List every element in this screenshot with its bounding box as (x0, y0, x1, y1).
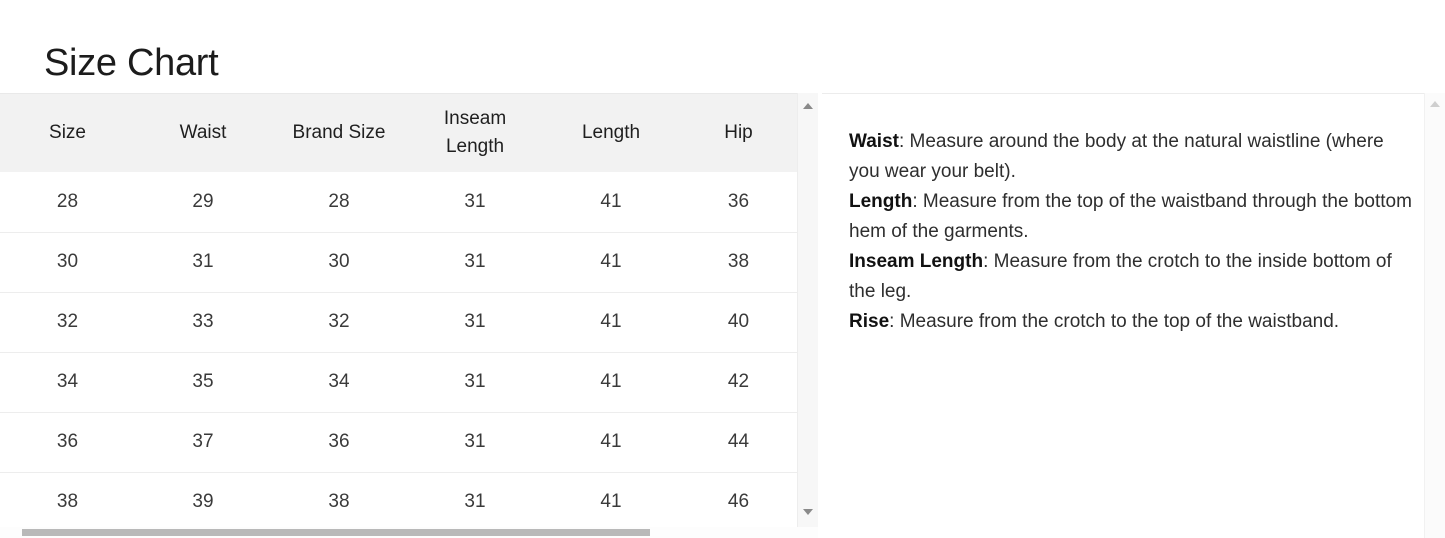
guide-text-inseam-length: Measure from the crotch to the inside bo… (849, 251, 1392, 302)
cell-size: 34 (0, 351, 135, 412)
size-table-header: Size Waist Brand Size Inseam Length Leng… (0, 94, 797, 172)
table-row: 38 39 38 31 41 46 (0, 471, 797, 532)
cell-size: 32 (0, 291, 135, 352)
guide-text-length: Measure from the top of the waistband th… (849, 191, 1412, 242)
guide-term-length: Length (849, 191, 913, 212)
cell-waist: 31 (135, 231, 271, 292)
guide-term-inseam-length: Inseam Length (849, 251, 984, 272)
guide-term-waist: Waist (849, 131, 899, 152)
cell-waist: 39 (135, 471, 271, 532)
column-header-hip[interactable]: Hip (679, 94, 797, 172)
cell-length: 41 (543, 231, 679, 292)
cell-hip: 46 (679, 471, 797, 532)
guide-sep: : (889, 311, 900, 332)
cell-length: 41 (543, 291, 679, 352)
cell-hip: 44 (679, 411, 797, 472)
table-row: 28 29 28 31 41 36 (0, 172, 797, 232)
cell-length: 41 (543, 172, 679, 232)
header-row: Size Waist Brand Size Inseam Length Leng… (0, 94, 797, 172)
size-table-body: 28 29 28 31 41 36 30 31 30 31 41 38 32 (0, 172, 797, 532)
cell-brand-size: 38 (271, 471, 407, 532)
cell-hip: 40 (679, 291, 797, 352)
cell-inseam-length: 31 (407, 471, 543, 532)
guide-line-length: Length: Measure from the top of the wais… (849, 187, 1419, 247)
measurement-guide-pane: Waist: Measure around the body at the na… (822, 93, 1445, 538)
guide-line-rise: Rise: Measure from the crotch to the top… (849, 307, 1419, 337)
table-row: 32 33 32 31 41 40 (0, 291, 797, 352)
page-scroll-up-arrow-icon[interactable] (1425, 96, 1445, 112)
cell-hip: 38 (679, 231, 797, 292)
column-header-size[interactable]: Size (0, 94, 135, 172)
guide-text-rise: Measure from the crotch to the top of th… (899, 311, 1340, 332)
cell-hip: 42 (679, 351, 797, 412)
cell-waist: 35 (135, 351, 271, 412)
cell-length: 41 (543, 351, 679, 412)
cell-waist: 33 (135, 291, 271, 352)
guide-sep: : (983, 251, 994, 272)
scroll-up-arrow-icon[interactable] (798, 97, 818, 115)
column-header-inseam-length[interactable]: Inseam Length (407, 94, 543, 172)
guide-line-waist: Waist: Measure around the body at the na… (849, 127, 1419, 187)
cell-brand-size: 34 (271, 351, 407, 412)
cell-size: 36 (0, 411, 135, 472)
size-table: Size Waist Brand Size Inseam Length Leng… (0, 94, 797, 532)
table-row: 36 37 36 31 41 44 (0, 411, 797, 472)
size-table-scroll-pane[interactable]: Size Waist Brand Size Inseam Length Leng… (0, 93, 797, 538)
cell-inseam-length: 31 (407, 231, 543, 292)
cell-inseam-length: 31 (407, 351, 543, 412)
cell-length: 41 (543, 411, 679, 472)
cell-brand-size: 32 (271, 291, 407, 352)
cell-waist: 37 (135, 411, 271, 472)
measurement-guide-text: Waist: Measure around the body at the na… (849, 127, 1419, 337)
cell-inseam-length: 31 (407, 411, 543, 472)
cell-size: 38 (0, 471, 135, 532)
horizontal-scrollbar-thumb[interactable] (22, 529, 650, 536)
cell-brand-size: 28 (271, 172, 407, 232)
guide-line-inseam-length: Inseam Length: Measure from the crotch t… (849, 247, 1419, 307)
cell-inseam-length: 31 (407, 172, 543, 232)
cell-hip: 36 (679, 172, 797, 232)
cell-length: 41 (543, 471, 679, 532)
column-header-brand-size[interactable]: Brand Size (271, 94, 407, 172)
table-row: 34 35 34 31 41 42 (0, 351, 797, 412)
table-horizontal-scrollbar[interactable] (0, 527, 818, 538)
cell-inseam-length: 31 (407, 291, 543, 352)
guide-sep: : (898, 131, 910, 152)
guide-text-waist: Measure around the body at the natural w… (849, 131, 1384, 182)
cell-brand-size: 36 (271, 411, 407, 472)
cell-size: 30 (0, 231, 135, 292)
cell-brand-size: 30 (271, 231, 407, 292)
column-header-waist[interactable]: Waist (135, 94, 271, 172)
cell-waist: 29 (135, 172, 271, 232)
guide-term-rise: Rise (849, 311, 890, 332)
scroll-down-arrow-icon[interactable] (798, 503, 818, 521)
page-title: Size Chart (44, 42, 219, 85)
guide-sep: : (912, 191, 923, 212)
column-header-length[interactable]: Length (543, 94, 679, 172)
size-chart-split: Size Waist Brand Size Inseam Length Leng… (0, 93, 1445, 538)
table-row: 30 31 30 31 41 38 (0, 231, 797, 292)
table-vertical-scrollbar[interactable] (797, 93, 818, 527)
cell-size: 28 (0, 172, 135, 232)
page-vertical-scrollbar[interactable] (1424, 93, 1445, 538)
